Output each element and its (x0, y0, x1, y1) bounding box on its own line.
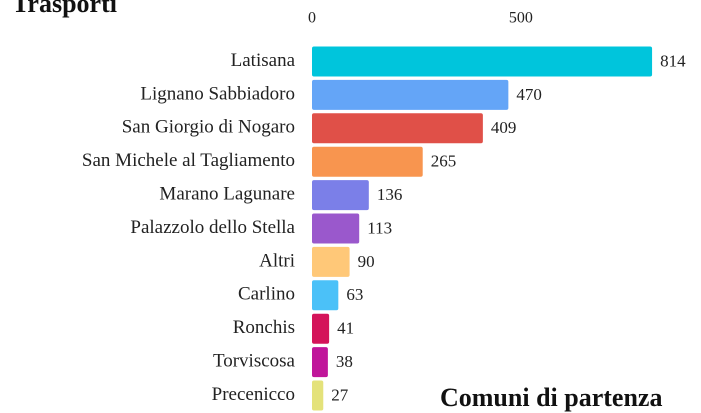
bar (312, 46, 653, 77)
x-tick-label: 0 (308, 10, 316, 27)
bar (312, 380, 324, 411)
value-label: 409 (491, 118, 516, 137)
value-label: 38 (336, 352, 353, 371)
y-tick-label: Ronchis (233, 317, 295, 338)
y-tick-label: Torviscosa (213, 350, 296, 371)
value-label: 27 (331, 385, 349, 404)
value-label: 90 (358, 252, 375, 271)
value-label: 814 (660, 51, 686, 70)
value-label: 113 (367, 218, 392, 237)
x-tick-label: 500 (509, 10, 533, 27)
value-label: 265 (431, 152, 457, 171)
annotation: Comuni di partenza (440, 383, 662, 412)
bar (312, 113, 483, 144)
bar (312, 280, 339, 311)
bar (312, 246, 350, 277)
value-label: 470 (516, 85, 542, 104)
value-label: 63 (346, 285, 363, 304)
chart-title: Trasporti (12, 0, 117, 18)
y-tick-label: Lignano Sabbiadoro (140, 83, 295, 104)
y-tick-label: Altri (259, 250, 295, 271)
y-tick-label: San Michele al Tagliamento (82, 150, 295, 171)
bar (312, 347, 328, 378)
bar (312, 79, 509, 110)
y-tick-label: Carlino (238, 284, 295, 305)
bar (312, 146, 423, 177)
bar (312, 180, 369, 211)
y-tick-label: Marano Lagunare (159, 183, 295, 204)
value-label: 41 (337, 319, 354, 338)
bar (312, 313, 330, 344)
bar (312, 213, 360, 244)
y-tick-label: Latisana (231, 50, 296, 71)
value-label: 136 (377, 185, 403, 204)
y-tick-label: Precenicco (212, 384, 295, 405)
y-tick-label: Palazzolo dello Stella (130, 217, 295, 238)
y-tick-label: San Giorgio di Nogaro (122, 117, 295, 138)
